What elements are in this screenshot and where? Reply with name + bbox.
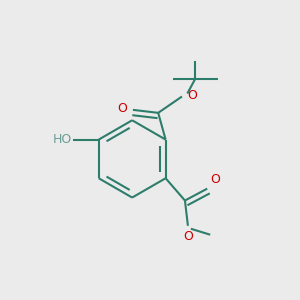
Text: O: O — [187, 88, 197, 101]
Text: O: O — [117, 102, 127, 115]
Text: O: O — [210, 173, 220, 186]
Text: O: O — [183, 230, 193, 243]
Text: HO: HO — [53, 133, 72, 146]
